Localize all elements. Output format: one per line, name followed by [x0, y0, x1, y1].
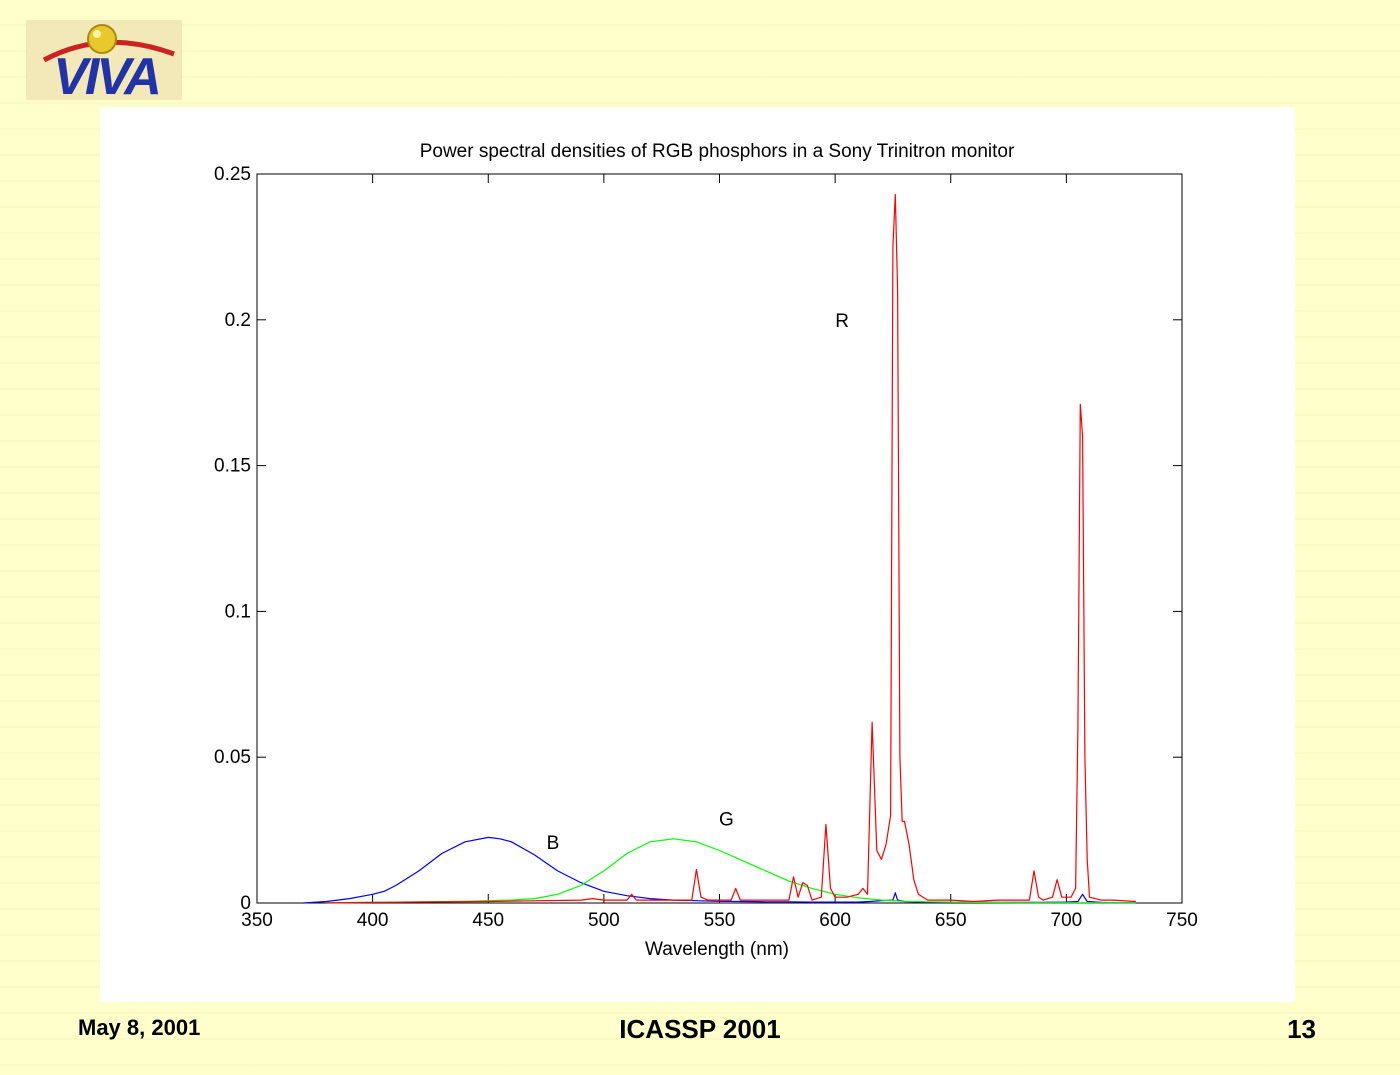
x-tick-label: 550 [704, 910, 736, 931]
x-tick-label: 400 [357, 910, 389, 931]
annotation-label: B [547, 833, 560, 854]
x-axis-label: Wavelength (nm) [645, 939, 789, 960]
y-tick-label: 0 [240, 893, 251, 914]
x-tick-label: 600 [819, 910, 851, 931]
annotation-label: R [835, 311, 849, 332]
x-tick-label: 350 [241, 910, 273, 931]
series-layer [303, 193, 1136, 904]
footer-conference: ICASSP 2001 [619, 1014, 781, 1044]
annotations: R G B [547, 311, 849, 854]
series-line-2 [326, 193, 1136, 904]
annotation-label: G [719, 809, 734, 830]
chart-svg: Power spectral densities of RGB phosphor… [214, 141, 1198, 960]
axes: 350 400 450 500 550 600 650 700 750 0 0.05 0.1 0.15 0… [214, 164, 1198, 931]
x-tick-label: 500 [588, 910, 620, 931]
viva-logo: VIVA [26, 20, 182, 106]
logo-text: VIVA [53, 48, 162, 106]
y-tick-label: 0.05 [214, 747, 251, 768]
chart-title: Power spectral densities of RGB phosphor… [420, 141, 1015, 162]
footer-page-number: 13 [1287, 1014, 1316, 1044]
y-tick-label: 0.2 [225, 310, 251, 331]
chart-figure: Power spectral densities of RGB phosphor… [100, 107, 1295, 1002]
series-line-1 [326, 838, 1136, 904]
footer-date: May 8, 2001 [78, 1015, 201, 1040]
x-tick-label: 700 [1051, 910, 1083, 931]
y-tick-label: 0.25 [214, 164, 251, 185]
x-tick-label: 650 [935, 910, 967, 931]
x-tick-label: 750 [1166, 910, 1198, 931]
y-tick-label: 0.1 [225, 601, 251, 622]
logo-graphic [42, 24, 175, 63]
x-tick-label: 450 [472, 910, 504, 931]
series-line-0 [303, 836, 1136, 904]
plot-frame [256, 173, 1183, 904]
y-tick-label: 0.15 [214, 456, 251, 477]
